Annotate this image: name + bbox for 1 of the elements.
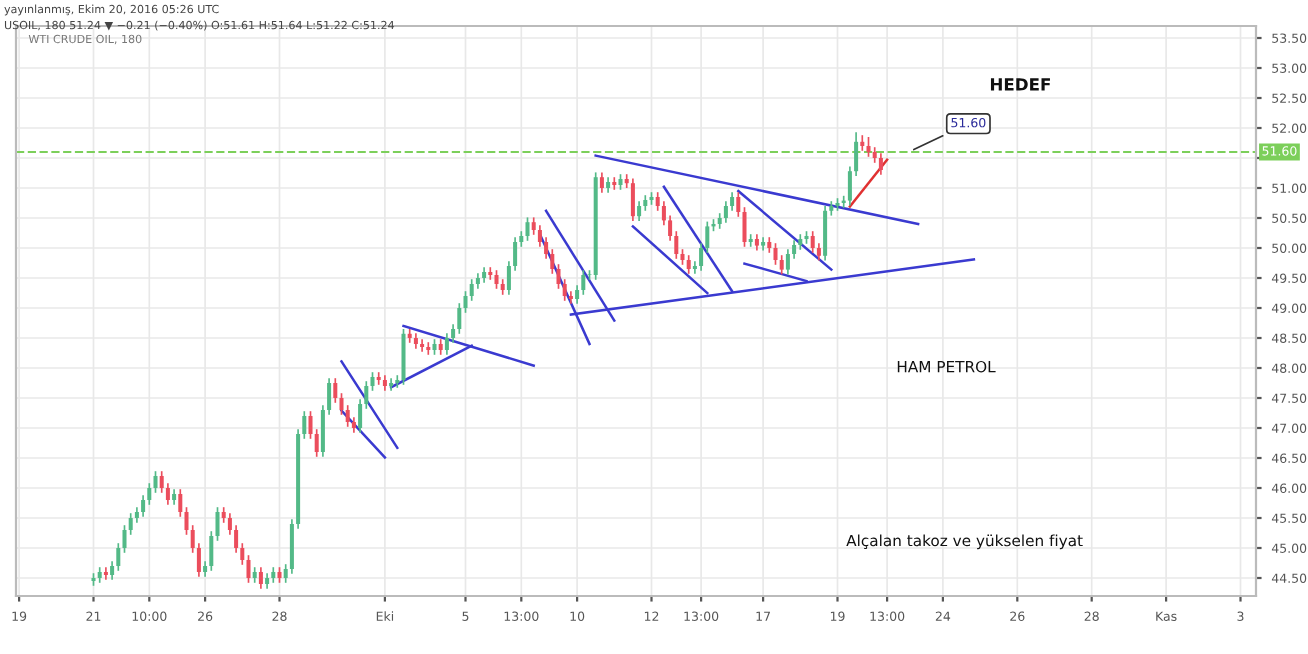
annotation: HEDEF (990, 78, 1050, 91)
